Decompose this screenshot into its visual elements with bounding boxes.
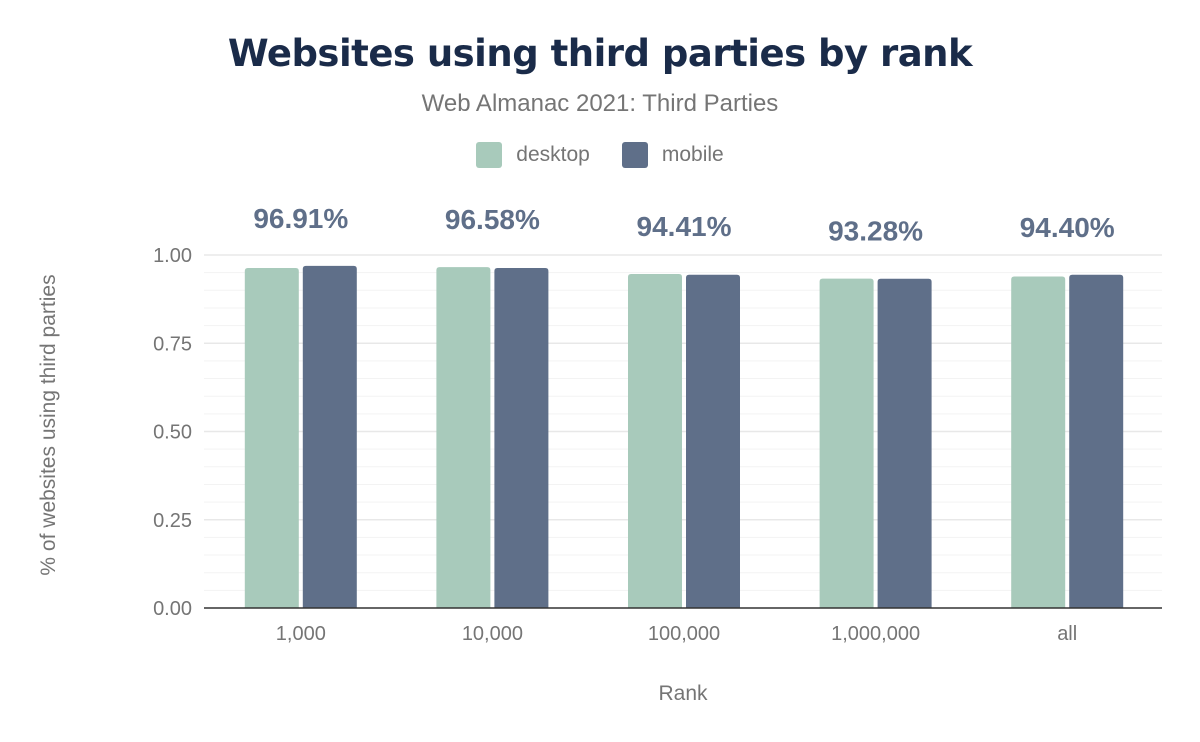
data-label: 96.91% <box>253 203 348 234</box>
bar-mobile <box>686 274 740 608</box>
x-tick-label: 1,000,000 <box>831 623 920 645</box>
y-axis-title: % of websites using third parties <box>37 274 60 575</box>
data-label: 96.58% <box>445 204 540 235</box>
legend-label-mobile: mobile <box>661 143 724 166</box>
x-axis-title: Rank <box>658 682 708 705</box>
data-label: 94.41% <box>637 211 732 242</box>
x-tick-label: 10,000 <box>462 623 523 645</box>
y-tick-label: 0.00 <box>153 598 192 620</box>
legend: desktop mobile <box>0 142 1200 168</box>
legend-label-desktop: desktop <box>516 143 590 166</box>
data-label: 94.40% <box>1020 212 1115 243</box>
y-tick-label: 0.50 <box>153 422 192 444</box>
y-tick-label: 0.75 <box>153 333 192 355</box>
bar-desktop <box>1011 276 1066 608</box>
bar-desktop <box>628 274 682 608</box>
x-tick-label: all <box>1057 623 1077 645</box>
chart-subtitle: Web Almanac 2021: Third Parties <box>421 90 779 117</box>
bar-desktop <box>244 268 299 608</box>
bar-mobile <box>1069 274 1124 608</box>
y-tick-label: 1.00 <box>153 245 192 267</box>
x-tick-label: 1,000 <box>276 623 326 645</box>
legend-swatch-desktop <box>476 142 503 168</box>
bar-desktop <box>436 267 491 608</box>
legend-item-desktop[interactable]: desktop <box>476 142 590 168</box>
bar-mobile <box>302 265 357 608</box>
data-label: 93.28% <box>828 216 923 247</box>
y-tick-label: 0.25 <box>153 510 192 532</box>
legend-swatch-mobile <box>621 142 648 168</box>
bar-desktop <box>819 278 874 608</box>
legend-item-mobile[interactable]: mobile <box>621 142 724 168</box>
chart-title: Websites using third parties by rank <box>227 32 973 75</box>
x-tick-label: 100,000 <box>648 623 720 645</box>
bar-mobile <box>877 278 932 608</box>
bar-mobile <box>494 268 549 608</box>
